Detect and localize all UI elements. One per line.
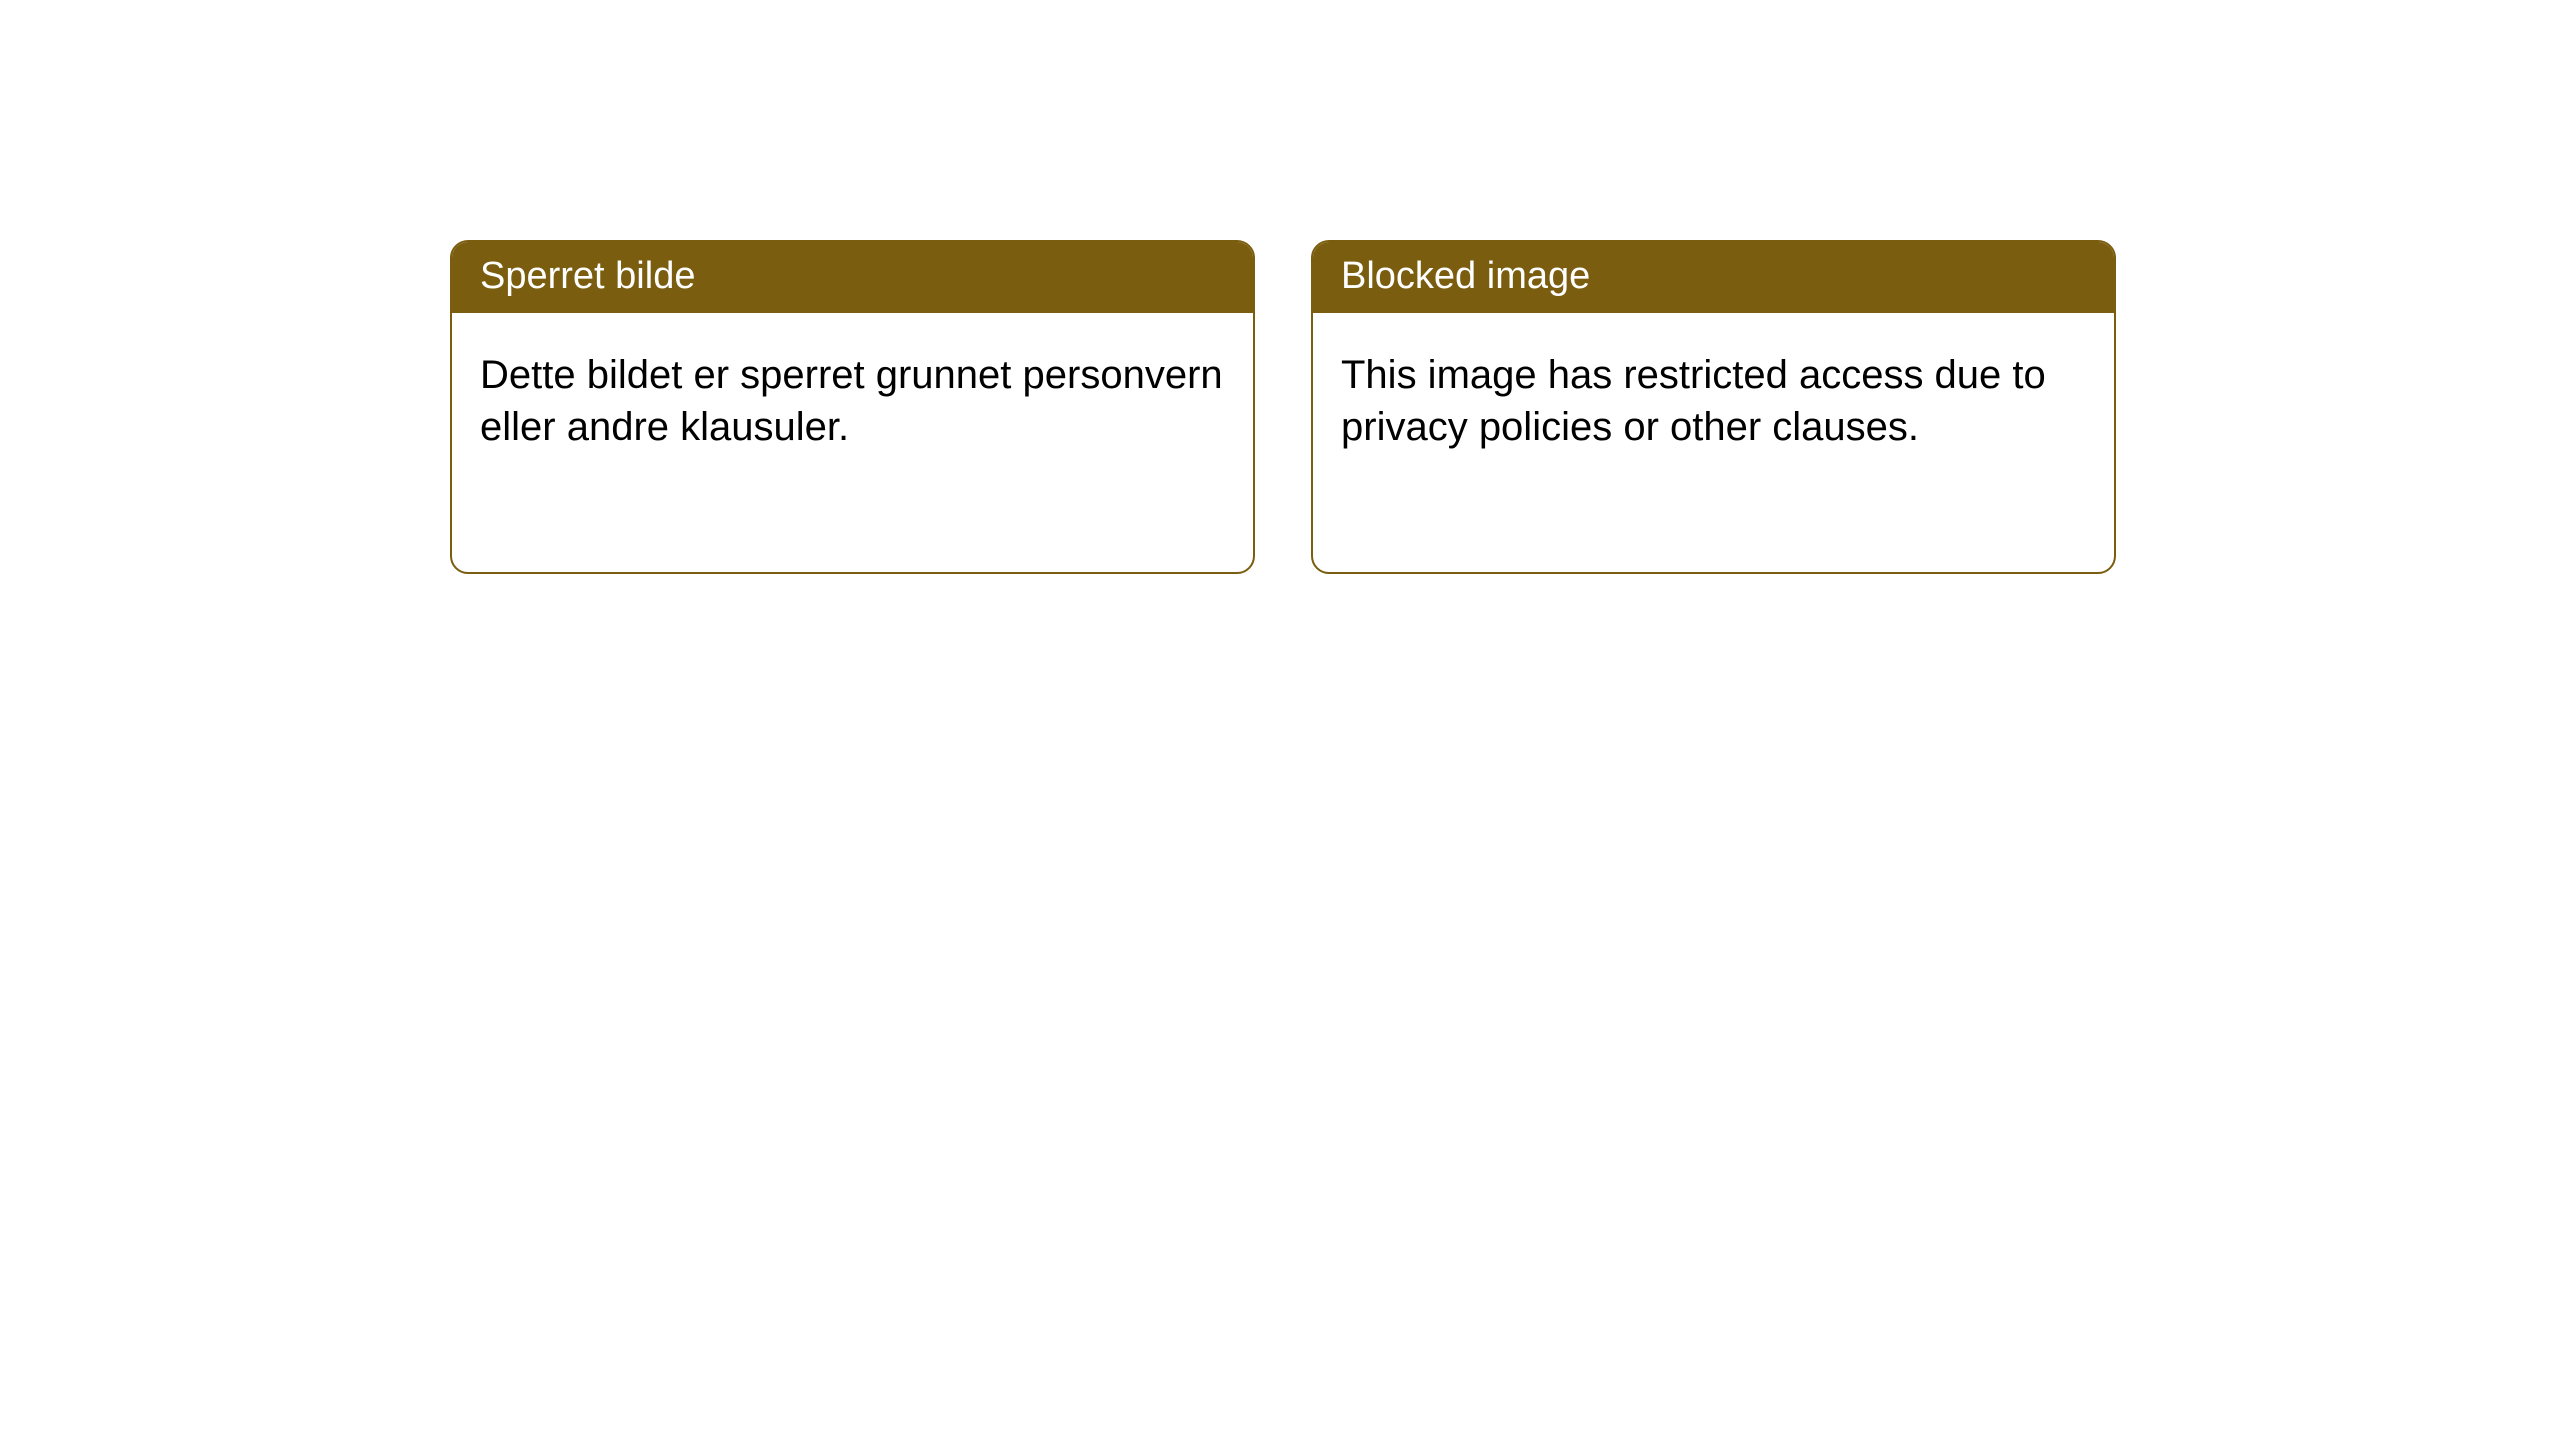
notice-card-english: Blocked image This image has restricted … xyxy=(1311,240,2116,574)
card-body-text: Dette bildet er sperret grunnet personve… xyxy=(452,313,1253,481)
notice-card-norwegian: Sperret bilde Dette bildet er sperret gr… xyxy=(450,240,1255,574)
card-title: Sperret bilde xyxy=(452,242,1253,313)
card-body-text: This image has restricted access due to … xyxy=(1313,313,2114,481)
card-title: Blocked image xyxy=(1313,242,2114,313)
notice-container: Sperret bilde Dette bildet er sperret gr… xyxy=(0,0,2560,574)
